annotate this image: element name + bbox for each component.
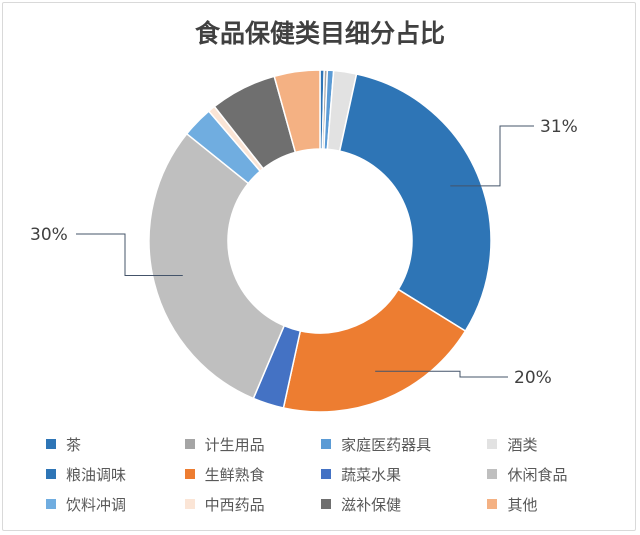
- leader-line: [450, 125, 534, 187]
- legend-item: 休闲食品: [487, 464, 626, 485]
- legend-item: 酒类: [487, 434, 626, 455]
- legend-label: 休闲食品: [507, 465, 568, 484]
- legend-item: 蔬菜水果: [321, 464, 487, 485]
- legend-label: 家庭医药器具: [341, 435, 432, 454]
- chart-title: 食品保健类目细分占比: [194, 19, 445, 48]
- slice-休闲食品: [148, 132, 286, 400]
- legend-item: 计生用品: [184, 434, 322, 455]
- slice-粮油调味: [338, 73, 492, 333]
- legend-swatch: [184, 439, 195, 449]
- chart-legend: 茶 计生用品 家庭医药器具 酒类粮油调味 生鲜熟食 蔬菜水果 休闲食品饮料冲调 中西药品 滋补保…: [46, 432, 626, 522]
- legend-item: 饮料冲调: [46, 494, 185, 515]
- legend-label: 生鲜熟食: [204, 465, 265, 484]
- data-label: 31%: [540, 117, 578, 137]
- legend-item: 家庭医药器具: [321, 434, 487, 455]
- slice-生鲜熟食: [282, 288, 467, 413]
- legend-label: 其他: [507, 495, 538, 514]
- legend-item: 中西药品: [184, 494, 322, 515]
- legend-item: 粮油调味: [46, 464, 185, 485]
- legend-swatch: [46, 469, 56, 479]
- legend-item: 生鲜熟食: [184, 464, 322, 485]
- legend-row: 粮油调味 生鲜熟食 蔬菜水果 休闲食品: [46, 462, 626, 486]
- legend-label: 饮料冲调: [66, 495, 127, 514]
- legend-swatch: [184, 499, 195, 509]
- legend-swatch: [487, 499, 498, 509]
- legend-row: 饮料冲调 中西药品 滋补保健 其他: [46, 492, 626, 516]
- legend-swatch: [321, 439, 332, 449]
- legend-label: 计生用品: [204, 435, 265, 454]
- leader-line: [76, 233, 183, 277]
- legend-label: 粮油调味: [66, 465, 127, 484]
- legend-label: 蔬菜水果: [341, 465, 402, 484]
- data-label: 20%: [514, 368, 552, 388]
- legend-swatch: [46, 499, 56, 509]
- leader-line: [375, 370, 508, 378]
- legend-item: 其他: [487, 494, 626, 515]
- legend-row: 茶 计生用品 家庭医药器具 酒类: [46, 432, 626, 456]
- legend-label: 滋补保健: [341, 495, 402, 514]
- legend-item: 茶: [46, 434, 185, 455]
- legend-swatch: [184, 469, 195, 479]
- legend-swatch: [487, 439, 498, 449]
- legend-label: 茶: [66, 435, 82, 454]
- slice-其他: [273, 69, 321, 154]
- legend-label: 酒类: [507, 435, 538, 454]
- legend-item: 滋补保健: [321, 494, 487, 515]
- legend-label: 中西药品: [204, 495, 265, 514]
- legend-swatch: [487, 469, 498, 479]
- data-label: 30%: [30, 225, 68, 245]
- legend-swatch: [321, 499, 332, 509]
- legend-swatch: [321, 469, 332, 479]
- legend-swatch: [46, 439, 56, 449]
